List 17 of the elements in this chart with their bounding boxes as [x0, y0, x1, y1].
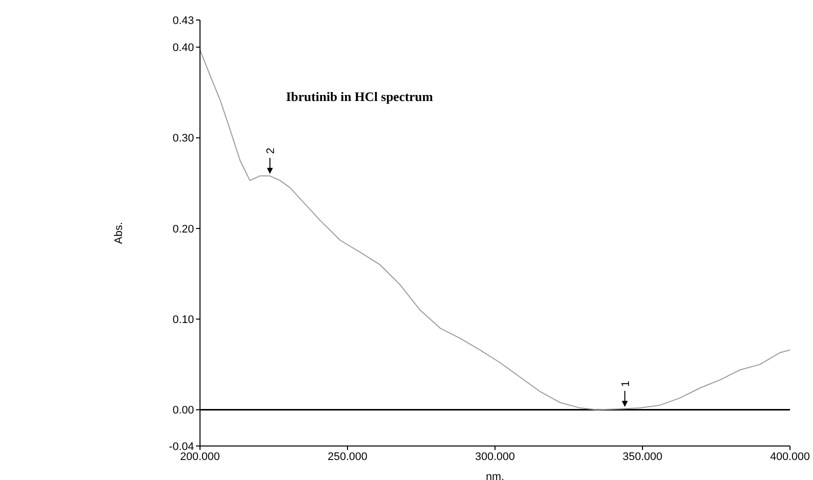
y-tick-label: 0.20 — [172, 223, 194, 236]
y-tick-label: 0.43 — [172, 14, 194, 27]
annotation: 2 — [264, 148, 277, 154]
y-tick-label: 0.30 — [172, 132, 194, 145]
x-tick-label: 250.000 — [328, 450, 368, 463]
x-tick-label: 350.000 — [622, 450, 662, 463]
text: Ibrutinib in HCl spectrum — [286, 89, 433, 105]
x-tick-label: 300.000 — [475, 450, 515, 463]
y-axis-title: Abs. — [112, 222, 125, 244]
y-tick-label: 0.10 — [172, 314, 194, 326]
annotation: 1 — [620, 380, 632, 387]
y-tick-label: -0.04 — [168, 440, 194, 453]
y-tick-label: 0.00 — [172, 404, 194, 417]
y-tick-label: 0.40 — [172, 42, 194, 54]
x-tick-label: 200.000 — [180, 450, 220, 463]
x-axis-title: nm. — [486, 471, 504, 480]
x-tick-label: 400.000 — [770, 450, 810, 463]
